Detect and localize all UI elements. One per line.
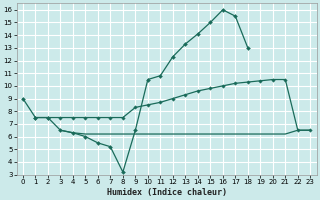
X-axis label: Humidex (Indice chaleur): Humidex (Indice chaleur) <box>107 188 227 197</box>
